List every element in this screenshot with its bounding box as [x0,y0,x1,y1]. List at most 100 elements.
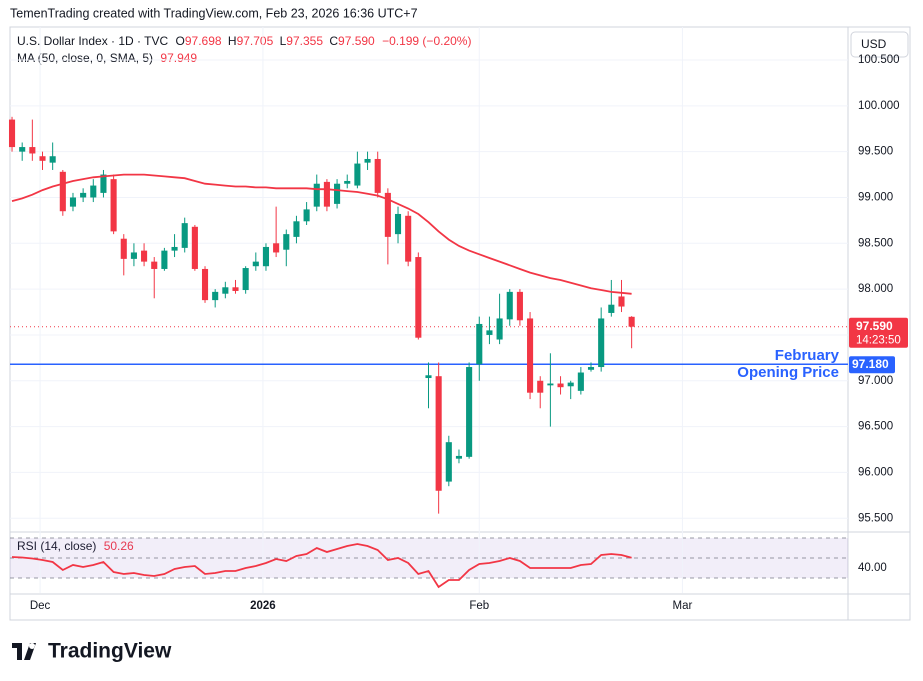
o-label: O [176,34,185,48]
rsi-line [11,543,632,589]
y-tick-label: 97.000 [858,375,893,387]
x-tick-label: Dec [30,600,51,612]
candle-body [100,174,107,193]
candle-body [516,291,523,321]
candle-body [577,372,584,391]
ma-name: MA (50, close, 0, SMA, 5) [17,51,153,65]
candle-body [496,318,503,340]
candle-body [466,367,473,457]
candle-body [344,180,351,184]
level-box [849,356,895,374]
candle-body [628,316,635,327]
candle-body [39,156,46,161]
candle-body [130,252,137,259]
candle-body [323,181,330,207]
candle-body [405,215,412,262]
currency: USD [861,37,887,51]
candle-body [110,179,117,232]
candle-body [313,183,320,207]
candle-body [293,221,300,237]
candle-body [120,238,127,259]
candle-body [242,268,249,291]
l-label: L [280,34,287,48]
y-tick-label: 99.000 [858,192,893,204]
candle-body [455,455,463,459]
candle-body [273,243,280,253]
ma-legend: MA (50, close, 0, SMA, 5) 97.949 [17,51,197,65]
candle-body [151,261,158,269]
candle-body [303,209,310,222]
y-tick-label: 95.500 [858,512,893,524]
c-label: C [329,34,338,48]
candle-body [374,158,381,193]
rsi-tick-label: 40.00 [858,562,887,574]
candle-body [29,147,36,154]
candle-body [19,147,26,152]
candle-body [8,119,16,148]
candle-body [161,250,168,269]
candle-body [80,192,87,198]
h-label: H [228,34,237,48]
candle-body [425,375,432,379]
c-value: 97.590 [338,34,375,48]
h-value: 97.705 [237,34,274,48]
candle-body [191,226,198,269]
candle-body [212,291,219,301]
candle-body [486,330,493,335]
candle-body [618,296,625,307]
last-price-label: 97.590 [856,319,893,333]
candle-body [557,383,564,388]
candle-body [598,318,605,368]
candle-body [59,171,66,212]
y-tick-label: 100.500 [858,54,900,66]
candle-body [445,442,452,482]
candle-body [415,257,422,338]
candle-body [527,318,534,393]
x-tick-label: 2026 [250,600,276,612]
last-price-box [849,317,908,348]
y-tick-label: 96.000 [858,466,893,478]
rsi-name: RSI (14, close) [17,539,96,553]
header: TemenTrading created with TradingView.co… [10,6,418,20]
candle-body [201,268,209,301]
candle-body [232,287,239,291]
candle-body [262,246,270,267]
y-tick-label: 99.500 [858,146,893,158]
frame [9,26,911,621]
candle-body [69,197,77,207]
l-value: 97.355 [286,34,323,48]
ma-value: 97.949 [160,51,197,65]
x-tick-label: Feb [469,600,489,612]
candle-body [252,261,259,267]
candle-body [547,383,554,386]
candle-body [181,223,188,248]
candle-body [394,213,402,235]
logo-icon [12,643,36,660]
candle-body [49,156,56,163]
logo: TradingView [12,640,172,663]
candle-body [141,250,148,262]
candle-body [384,192,391,237]
x-tick-label: Mar [673,600,693,612]
candle-body [171,246,178,251]
candle-body [354,163,361,186]
y-tick-label: 98.500 [858,237,893,249]
logo-text: TradingView [48,640,172,663]
candle-body [222,287,229,294]
y-tick-label: 98.000 [858,283,893,295]
o-value: 97.698 [185,34,222,48]
candle-body [283,234,290,250]
currency-button[interactable] [850,31,909,58]
change: −0.199 (−0.20%) [382,34,471,48]
rsi-value: 50.26 [104,539,134,553]
ma-line [11,173,632,295]
candle-body [435,376,442,491]
candle-body [506,291,513,320]
legend-title: U.S. Dollar Index · 1D · TVC O97.698 H97… [17,34,471,48]
rsi-legend: RSI (14, close) 50.26 [17,539,134,553]
level-label: 97.180 [852,357,889,371]
candle-body [537,380,544,393]
